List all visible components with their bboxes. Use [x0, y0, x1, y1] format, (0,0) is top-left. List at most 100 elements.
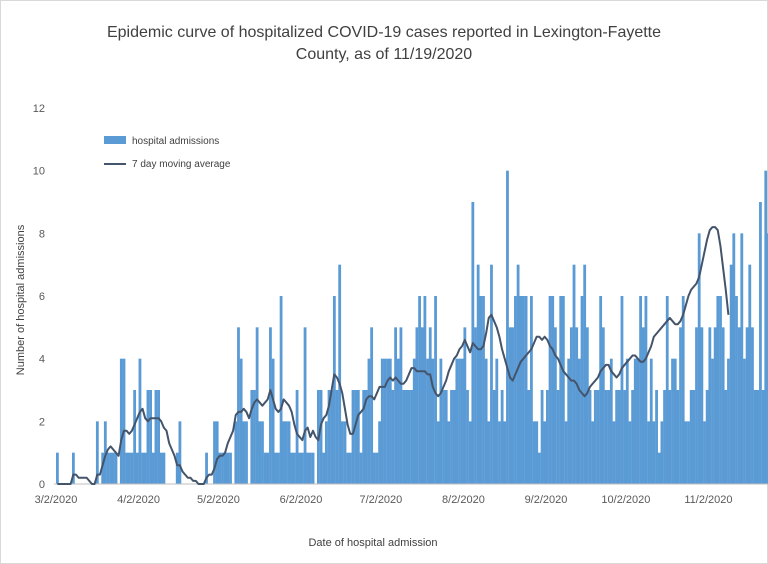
bar	[402, 390, 405, 484]
bar	[519, 296, 523, 484]
bar	[271, 358, 275, 484]
bar	[143, 452, 147, 484]
bar	[569, 327, 573, 484]
bar	[362, 390, 366, 484]
x-tick-label: 3/2/2020	[35, 494, 78, 506]
bar	[487, 421, 491, 484]
bar	[727, 358, 730, 484]
bar	[740, 233, 744, 484]
bar	[548, 296, 552, 484]
bar	[159, 452, 163, 484]
bar	[663, 390, 666, 484]
bar	[319, 390, 323, 484]
bar	[532, 421, 536, 484]
bar	[516, 264, 520, 484]
bar	[671, 358, 674, 484]
bar	[138, 358, 142, 484]
legend-line-label: 7 day moving average	[132, 159, 231, 170]
bar	[261, 421, 264, 484]
bar	[218, 452, 222, 484]
bar	[151, 452, 155, 484]
bar	[378, 421, 382, 484]
bar	[308, 452, 312, 484]
bar	[495, 358, 499, 484]
bar	[135, 452, 139, 484]
bar	[266, 452, 270, 484]
x-tick-label: 8/2/2020	[442, 494, 485, 506]
bar	[274, 452, 278, 484]
bar	[617, 390, 621, 484]
bar	[439, 358, 443, 484]
x-tick-label: 11/2/2020	[684, 494, 732, 506]
x-axis-label: Date of hospital admission	[308, 537, 437, 549]
bar	[564, 421, 568, 484]
bar	[356, 390, 360, 484]
bar	[226, 452, 230, 484]
bar	[596, 390, 600, 484]
bar	[561, 296, 565, 484]
bar	[410, 390, 413, 484]
bar	[327, 390, 331, 484]
bar	[205, 452, 208, 484]
bar	[452, 390, 456, 484]
bar	[418, 296, 421, 484]
bar	[340, 421, 344, 484]
bar	[420, 327, 424, 484]
bar	[628, 421, 632, 484]
bar	[229, 452, 232, 484]
bar	[503, 421, 507, 484]
bar	[399, 327, 403, 484]
bar	[466, 390, 469, 484]
x-tick-label: 7/2/2020	[359, 494, 402, 506]
bar	[455, 358, 459, 484]
bar	[388, 358, 392, 484]
bar	[476, 264, 480, 484]
bar	[604, 390, 608, 484]
bar	[293, 452, 296, 484]
bar	[551, 296, 555, 484]
bar	[711, 358, 714, 484]
bar	[255, 327, 259, 484]
bar	[665, 296, 669, 484]
bar	[303, 327, 307, 484]
bar	[111, 452, 115, 484]
x-tick-label: 9/2/2020	[525, 494, 568, 506]
bar	[119, 358, 123, 484]
bar	[468, 421, 472, 484]
bar	[652, 421, 656, 484]
bar	[522, 296, 525, 484]
bar	[484, 358, 488, 484]
bar	[223, 452, 227, 484]
bar	[535, 421, 539, 484]
y-tick-label: 12	[33, 103, 45, 115]
bar	[364, 390, 368, 484]
bar	[719, 296, 722, 484]
bar	[540, 390, 544, 484]
bar	[282, 421, 286, 484]
bar	[444, 390, 448, 484]
bar	[154, 390, 158, 484]
bar	[524, 296, 528, 484]
x-tick-label: 5/2/2020	[197, 494, 240, 506]
bar	[620, 296, 624, 484]
bar	[751, 327, 754, 484]
bar	[735, 296, 738, 484]
bar	[689, 390, 693, 484]
y-tick-label: 4	[39, 354, 45, 366]
bar	[412, 358, 416, 484]
bar	[543, 421, 547, 484]
bar	[125, 452, 129, 484]
y-axis-label: Number of hospital admissions	[15, 224, 27, 375]
bar	[370, 327, 374, 484]
bar	[479, 296, 483, 484]
bar	[705, 390, 709, 484]
bar	[234, 421, 238, 484]
bar	[545, 390, 549, 484]
bar	[359, 452, 363, 484]
bar	[133, 390, 137, 484]
bar	[330, 390, 334, 484]
bar	[149, 390, 153, 484]
bar	[306, 452, 310, 484]
bar	[649, 358, 653, 484]
bar	[298, 452, 302, 484]
